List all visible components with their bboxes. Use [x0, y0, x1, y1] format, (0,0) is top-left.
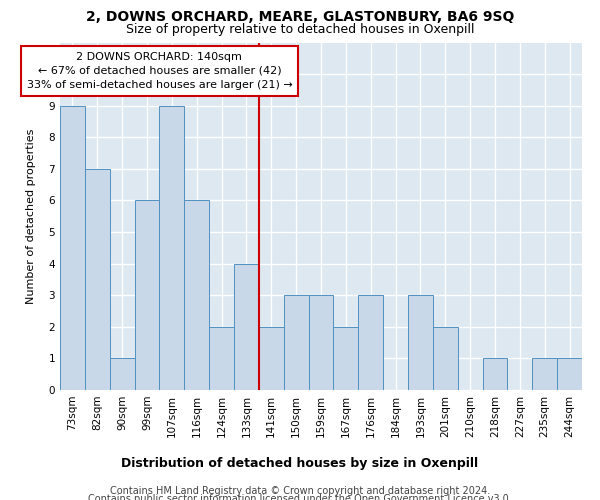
Text: Distribution of detached houses by size in Oxenpill: Distribution of detached houses by size …	[121, 458, 479, 470]
Text: Contains public sector information licensed under the Open Government Licence v3: Contains public sector information licen…	[88, 494, 512, 500]
Bar	[110, 358, 134, 390]
Bar	[284, 295, 308, 390]
Bar	[259, 327, 284, 390]
Bar	[134, 200, 160, 390]
Text: Size of property relative to detached houses in Oxenpill: Size of property relative to detached ho…	[126, 22, 474, 36]
Bar	[184, 200, 209, 390]
Bar	[532, 358, 557, 390]
Bar	[85, 169, 110, 390]
Bar	[408, 295, 433, 390]
Bar	[358, 295, 383, 390]
Bar	[334, 327, 358, 390]
Bar	[433, 327, 458, 390]
Bar	[482, 358, 508, 390]
Bar	[308, 295, 334, 390]
Y-axis label: Number of detached properties: Number of detached properties	[26, 128, 37, 304]
Bar	[234, 264, 259, 390]
Text: 2, DOWNS ORCHARD, MEARE, GLASTONBURY, BA6 9SQ: 2, DOWNS ORCHARD, MEARE, GLASTONBURY, BA…	[86, 10, 514, 24]
Text: Contains HM Land Registry data © Crown copyright and database right 2024.: Contains HM Land Registry data © Crown c…	[110, 486, 490, 496]
Bar	[557, 358, 582, 390]
Bar	[60, 106, 85, 390]
Bar	[209, 327, 234, 390]
Bar	[160, 106, 184, 390]
Text: 2 DOWNS ORCHARD: 140sqm
← 67% of detached houses are smaller (42)
33% of semi-de: 2 DOWNS ORCHARD: 140sqm ← 67% of detache…	[26, 52, 292, 90]
